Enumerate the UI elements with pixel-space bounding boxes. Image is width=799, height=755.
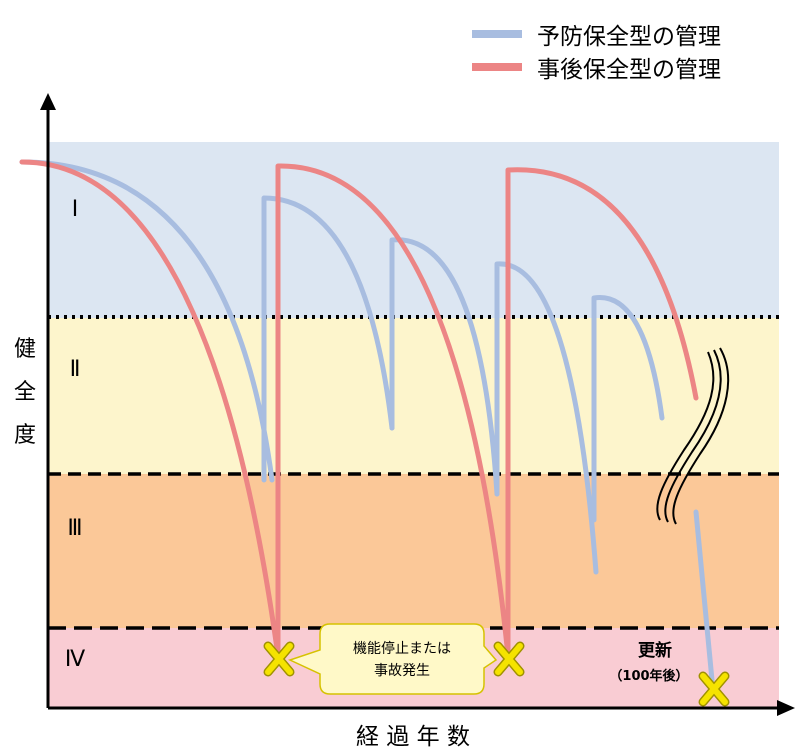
legend: 予防保全型の管理 事後保全型の管理 [472, 24, 721, 83]
break-mark [656, 347, 730, 525]
failure-callout: 機能停止または 事故発生 [287, 623, 498, 695]
callout-line-1: 機能停止または [353, 640, 451, 657]
failure-mark-renewal [698, 671, 730, 707]
legend-label-reactive: 事後保全型の管理 [537, 57, 721, 83]
zone-label-2: Ⅱ [70, 357, 81, 382]
failure-mark-1 [263, 641, 295, 677]
zone-band-3 [48, 474, 779, 628]
callout-line-2: 事故発生 [374, 663, 430, 679]
zone-band-1 [48, 142, 779, 318]
zone-band-2 [48, 318, 779, 474]
y-axis-label-char-1: 健 [14, 337, 36, 362]
y-axis-label-char-2: 全 [14, 380, 36, 405]
y-axis-label-char-3: 度 [14, 423, 36, 448]
failure-mark-2 [493, 641, 525, 677]
legend-label-preventive: 予防保全型の管理 [537, 24, 721, 50]
x-axis-label: 経 過 年 数 [356, 724, 470, 750]
renewal-title: 更新 [638, 640, 672, 661]
axes [40, 93, 795, 716]
zone-label-3: Ⅲ [67, 516, 82, 541]
renewal-note: （100年後） [609, 668, 688, 684]
zone-label-1: Ⅰ [72, 197, 79, 222]
zone-label-4: Ⅳ [65, 647, 86, 672]
legend-swatch-preventive [472, 30, 522, 38]
legend-swatch-reactive [472, 63, 522, 71]
reactive-curve [19, 159, 699, 659]
